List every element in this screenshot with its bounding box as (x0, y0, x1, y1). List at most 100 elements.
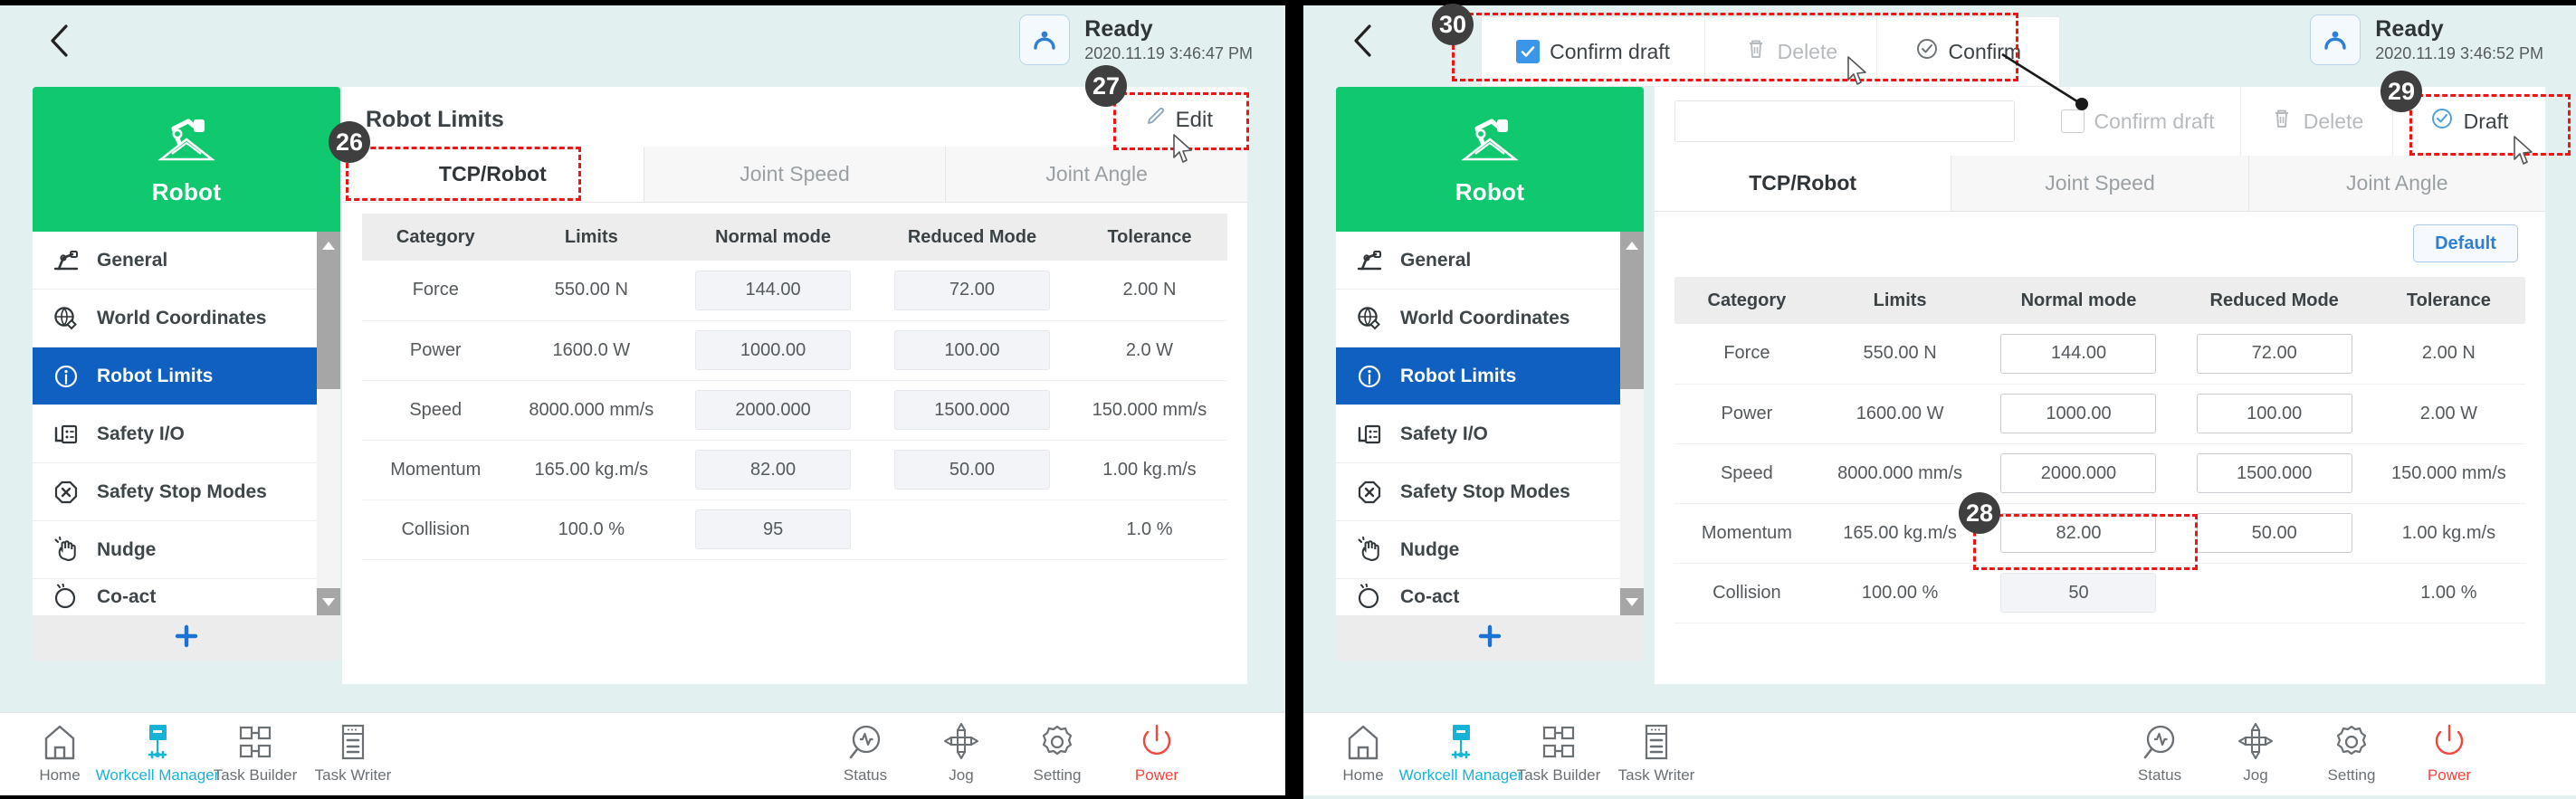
confirm-draft-button[interactable]: Confirm draft (2035, 87, 2241, 156)
normal-mode-input[interactable]: 144.00 (2000, 333, 2157, 374)
popup-confirm-button[interactable]: Confirm (1877, 17, 2059, 86)
col-reduced: Reduced Mode (2176, 277, 2372, 324)
sidebar-item-robot-limits[interactable]: Robot Limits (33, 347, 340, 405)
bottom-nav-left: Home Workcell Manager Task Builder Task … (0, 712, 1285, 795)
workcell-icon (1442, 720, 1480, 762)
normal-mode-field[interactable]: 1000.00 (695, 330, 852, 370)
checkbox-checked-icon[interactable] (1516, 40, 1541, 63)
add-item-button[interactable] (33, 615, 340, 661)
normal-mode-field[interactable]: 82.00 (695, 450, 852, 490)
popup-confirm-draft-button[interactable]: Confirm draft (1482, 17, 1706, 86)
sidebar-item-co-act[interactable]: Co-act (1336, 579, 1644, 615)
reduced-mode-field[interactable]: 50.00 (893, 450, 1050, 490)
sidebar-scrollbar[interactable] (317, 232, 340, 615)
limits-table-right: Category Limits Normal mode Reduced Mode… (1674, 277, 2525, 623)
nav-setting[interactable]: Setting (2301, 720, 2402, 785)
sidebar-item-general[interactable]: General (1336, 232, 1644, 290)
co-act-icon (51, 582, 81, 613)
robot-status-icon (1019, 14, 1071, 65)
tab-tcp-robot[interactable]: TCP/Robot (342, 147, 644, 202)
reduced-mode-field[interactable]: 1500.000 (893, 390, 1050, 430)
tab-tcp-robot[interactable]: TCP/Robot (1655, 156, 1952, 211)
sidebar-item-world-coordinates[interactable]: World Coordinates (33, 290, 340, 347)
reduced-mode-field[interactable]: 72.00 (893, 270, 1050, 310)
nav-setting[interactable]: Setting (1007, 720, 1108, 785)
cell-category: Collision (1674, 563, 1819, 623)
nav-home[interactable]: Home (1312, 720, 1414, 785)
nav-task-writer[interactable]: Task Writer (302, 720, 404, 785)
scroll-down-button[interactable] (317, 588, 340, 615)
nav-home[interactable]: Home (9, 720, 110, 785)
nav-power[interactable]: Power (1106, 720, 1207, 785)
tab-joint-angle[interactable]: Joint Angle (2248, 156, 2545, 211)
nav-workcell-manager[interactable]: Workcell Manager (1399, 720, 1522, 785)
normal-mode-input[interactable]: 2000.000 (2000, 453, 2157, 493)
scrollbar-thumb[interactable] (317, 259, 340, 389)
reduced-mode-input[interactable]: 50.00 (2196, 513, 2352, 553)
table-row: Collision 100.0 % 95 1.0 % (362, 499, 1227, 560)
sidebar-item-robot-limits[interactable]: Robot Limits (1336, 347, 1644, 405)
scroll-down-button[interactable] (1620, 588, 1644, 615)
status-indicator: Ready 2020.11.19 3:46:52 PM (2310, 14, 2543, 65)
normal-mode-field[interactable]: 144.00 (695, 270, 852, 310)
delete-button[interactable]: Delete (2241, 87, 2393, 156)
reduced-mode-input[interactable]: 1500.000 (2196, 453, 2352, 493)
reduced-mode-input[interactable]: 72.00 (2196, 333, 2352, 374)
nav-task-writer[interactable]: Task Writer (1606, 720, 1707, 785)
draft-button[interactable]: Draft (2393, 87, 2545, 156)
limits-name-input[interactable] (1674, 100, 2015, 142)
sidebar-item-world-coordinates[interactable]: World Coordinates (1336, 290, 1644, 347)
default-button-label: Default (2435, 233, 2496, 253)
nav-power[interactable]: Power (2399, 720, 2500, 785)
sidebar-item-general[interactable]: General (33, 232, 340, 290)
robot-card[interactable]: Robot (33, 87, 340, 232)
pulse-search-icon (2141, 720, 2179, 762)
popup-delete-button[interactable]: Delete (1705, 17, 1877, 86)
normal-mode-input[interactable]: 82.00 (2000, 513, 2157, 553)
robot-card[interactable]: Robot (1336, 87, 1644, 232)
back-button[interactable] (34, 18, 83, 67)
cell-tolerance: 2.00 N (1071, 261, 1227, 321)
tab-joint-angle[interactable]: Joint Angle (946, 147, 1248, 202)
normal-mode-input[interactable]: 1000.00 (2000, 394, 2157, 433)
normal-mode-field[interactable]: 95 (695, 509, 852, 549)
sidebar-item-safety-io[interactable]: Safety I/O (1336, 405, 1644, 463)
nav-status[interactable]: Status (815, 720, 916, 785)
scrollbar-thumb[interactable] (1620, 259, 1644, 389)
tab-joint-speed[interactable]: Joint Speed (644, 147, 947, 202)
default-button[interactable]: Default (2413, 224, 2518, 262)
sidebar-item-nudge[interactable]: Nudge (33, 521, 340, 579)
nav-task-builder[interactable]: Task Builder (205, 720, 306, 785)
sidebar-scrollbar[interactable] (1620, 232, 1644, 615)
cell-tolerance: 150.000 mm/s (2371, 443, 2525, 504)
reduced-mode-field[interactable]: 100.00 (893, 330, 1050, 370)
normal-mode-input[interactable]: 50 (2000, 573, 2157, 613)
sidebar-item-co-act[interactable]: Co-act (33, 579, 340, 615)
nav-jog[interactable]: Jog (2205, 720, 2306, 785)
cell-limits: 1600.00 W (1818, 384, 1981, 444)
sidebar-item-safety-stop-modes[interactable]: Safety Stop Modes (1336, 463, 1644, 521)
nav-jog[interactable]: Jog (911, 720, 1012, 785)
nav-label: Power (2427, 766, 2472, 784)
tab-joint-speed[interactable]: Joint Speed (1951, 156, 2249, 211)
normal-mode-field[interactable]: 2000.000 (695, 390, 852, 430)
edit-button[interactable]: Edit (1144, 105, 1213, 135)
col-category: Category (1674, 277, 1819, 324)
cell-normal: 1000.00 (1980, 384, 2177, 444)
scroll-up-button[interactable] (317, 232, 340, 259)
checkbox-unchecked-icon[interactable] (2060, 109, 2085, 133)
col-tolerance: Tolerance (1071, 214, 1227, 261)
sidebar-item-safety-stop-modes[interactable]: Safety Stop Modes (33, 463, 340, 521)
nav-status[interactable]: Status (2109, 720, 2210, 785)
add-item-button[interactable] (1336, 615, 1644, 661)
sidebar-item-nudge[interactable]: Nudge (1336, 521, 1644, 579)
nav-task-builder[interactable]: Task Builder (1508, 720, 1609, 785)
nav-workcell-manager[interactable]: Workcell Manager (96, 720, 219, 785)
back-button[interactable] (1338, 18, 1387, 67)
cell-tolerance: 1.00 kg.m/s (2371, 503, 2525, 564)
scroll-up-button[interactable] (1620, 232, 1644, 259)
chevron-left-icon (45, 24, 72, 62)
status-label: Ready (1084, 15, 1153, 42)
reduced-mode-input[interactable]: 100.00 (2196, 394, 2352, 433)
sidebar-item-safety-io[interactable]: Safety I/O (33, 405, 340, 463)
